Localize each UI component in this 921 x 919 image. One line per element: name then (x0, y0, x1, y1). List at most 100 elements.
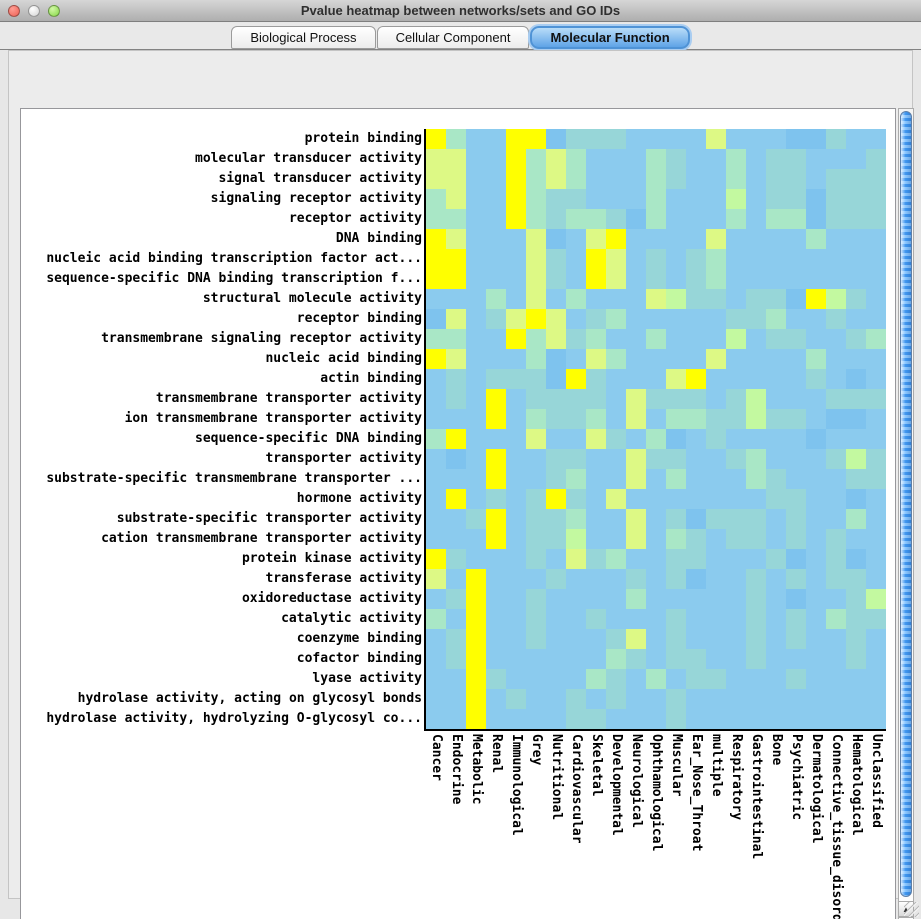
heatmap-cell (646, 609, 666, 629)
heatmap-cell (826, 389, 846, 409)
heatmap-cell (486, 229, 506, 249)
heatmap-cell (786, 269, 806, 289)
heatmap-cell (486, 209, 506, 229)
close-button[interactable] (8, 5, 20, 17)
heatmap-cell (826, 429, 846, 449)
heatmap-cell (606, 289, 626, 309)
heatmap-grid (424, 129, 886, 731)
heatmap-cell (826, 549, 846, 569)
heatmap-cell (866, 229, 886, 249)
heatmap-cell (426, 689, 446, 709)
heatmap-cell (566, 429, 586, 449)
heatmap-cell (626, 509, 646, 529)
row-label: hormone activity (296, 491, 422, 506)
heatmap-cell (566, 309, 586, 329)
heatmap-cell (526, 189, 546, 209)
heatmap-cell (506, 409, 526, 429)
heatmap-cell (646, 509, 666, 529)
heatmap-cell (506, 529, 526, 549)
heatmap-cell (626, 169, 646, 189)
col-label: Hematological (849, 734, 864, 836)
heatmap-cell (426, 509, 446, 529)
col-label: Ear_Nose_Throat (689, 734, 704, 852)
heatmap-cell (826, 329, 846, 349)
heatmap-cell (546, 249, 566, 269)
heatmap-cell (726, 269, 746, 289)
heatmap-cell (626, 649, 646, 669)
heatmap-cell (426, 429, 446, 449)
heatmap-cell (726, 709, 746, 729)
heatmap-cell (426, 529, 446, 549)
zoom-button[interactable] (48, 5, 60, 17)
window-titlebar[interactable]: Pvalue heatmap between networks/sets and… (0, 0, 921, 22)
heatmap-cell (866, 549, 886, 569)
heatmap-cell (806, 509, 826, 529)
col-label: Respiratory (729, 734, 744, 821)
resize-grip[interactable] (904, 902, 919, 917)
heatmap-cell (446, 689, 466, 709)
heatmap-cell (486, 289, 506, 309)
col-label: Connective_tissue_disorder (829, 734, 844, 919)
row-label: ion transmembrane transporter activity (124, 411, 422, 426)
heatmap-cell (686, 149, 706, 169)
heatmap-cell (746, 669, 766, 689)
heatmap-cell (766, 609, 786, 629)
heatmap-cell (506, 489, 526, 509)
heatmap-cell (826, 669, 846, 689)
col-label: Renal (489, 734, 504, 774)
heatmap-cell (526, 249, 546, 269)
tab-cellular-component[interactable]: Cellular Component (376, 26, 530, 49)
heatmap-cell (546, 269, 566, 289)
heatmap-cell (566, 449, 586, 469)
heatmap-cell (606, 449, 626, 469)
scroll-down-icon[interactable]: ▼ (898, 917, 914, 919)
heatmap-cell (806, 389, 826, 409)
tab-molecular-function[interactable]: Molecular Function (530, 26, 690, 49)
heatmap-cell (686, 649, 706, 669)
heatmap-cell (826, 489, 846, 509)
tab-biological-process[interactable]: Biological Process (231, 26, 376, 49)
heatmap-cell (606, 149, 626, 169)
vertical-scrollbar-thumb[interactable] (900, 111, 912, 897)
vertical-scrollbar[interactable] (898, 108, 914, 919)
heatmap-cell (446, 129, 466, 149)
heatmap-cell (686, 549, 706, 569)
heatmap-cell (486, 269, 506, 289)
heatmap-cell (606, 369, 626, 389)
heatmap-cell (746, 129, 766, 149)
heatmap-cell (446, 209, 466, 229)
heatmap-cell (606, 669, 626, 689)
heatmap-cell (506, 369, 526, 389)
heatmap-cell (766, 269, 786, 289)
row-label: coenzyme binding (296, 631, 422, 646)
heatmap-cell (586, 469, 606, 489)
heatmap-cell (786, 429, 806, 449)
row-label: structural molecule activity (202, 291, 422, 306)
heatmap-cell (666, 689, 686, 709)
heatmap-cell (726, 169, 746, 189)
heatmap-cell (606, 429, 626, 449)
heatmap-cell (526, 549, 546, 569)
heatmap-cell (666, 169, 686, 189)
heatmap-cell (546, 669, 566, 689)
heatmap-cell (806, 189, 826, 209)
heatmap-cell (606, 309, 626, 329)
heatmap-cell (446, 609, 466, 629)
heatmap-cell (846, 169, 866, 189)
heatmap-cell (806, 549, 826, 569)
heatmap-cell (726, 289, 746, 309)
heatmap-cell (606, 549, 626, 569)
heatmap-cell (466, 609, 486, 629)
heatmap-cell (706, 409, 726, 429)
row-label: sequence-specific DNA binding (195, 431, 422, 446)
heatmap-cell (626, 529, 646, 549)
heatmap-cell (606, 329, 626, 349)
heatmap-cell (426, 289, 446, 309)
heatmap-cell (506, 649, 526, 669)
heatmap-cell (766, 149, 786, 169)
minimize-button[interactable] (28, 5, 40, 17)
heatmap-cell (806, 349, 826, 369)
heatmap-cell (466, 669, 486, 689)
row-label: cation transmembrane transporter activit… (101, 531, 422, 546)
heatmap-cell (426, 409, 446, 429)
